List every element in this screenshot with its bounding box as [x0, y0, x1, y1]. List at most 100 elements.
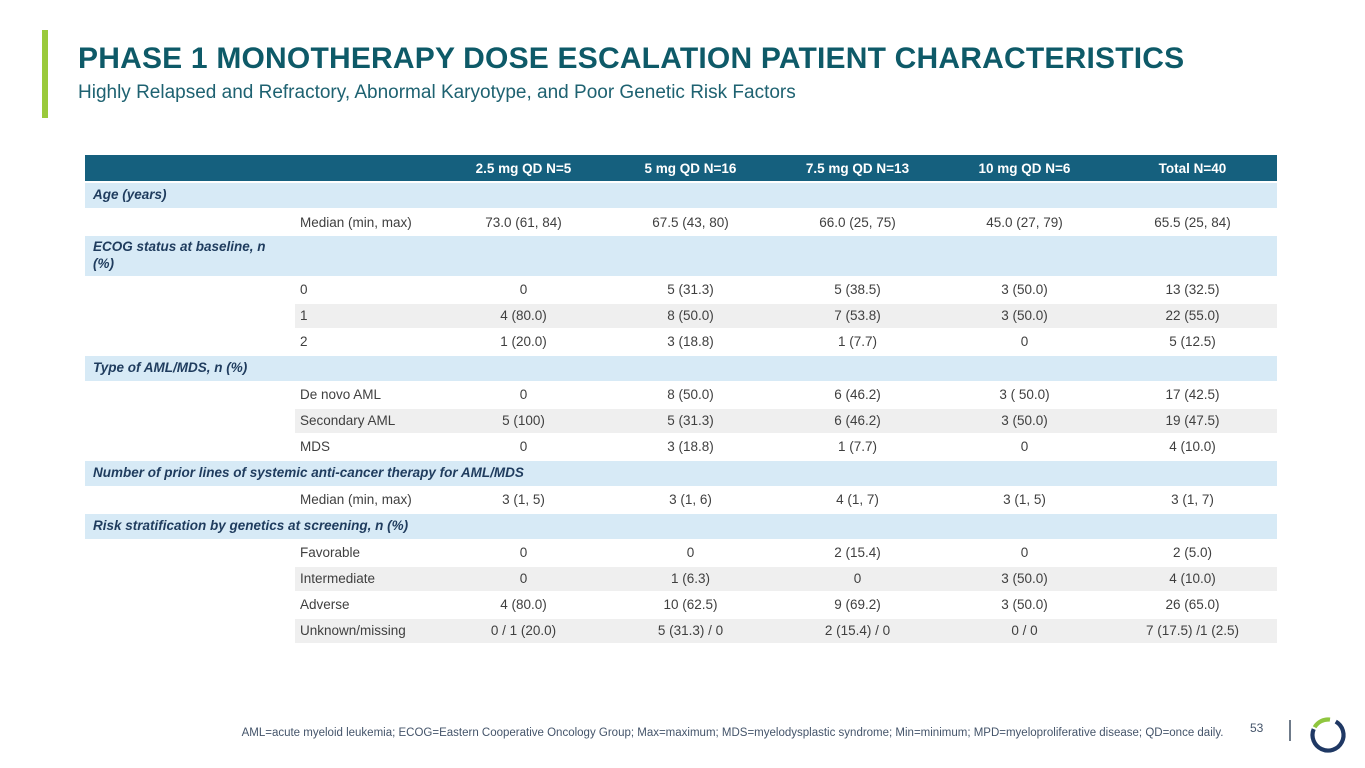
value-cell: 17 (42.5): [1108, 383, 1277, 409]
indent-cell: [85, 329, 295, 356]
value-cell: 67.5 (43, 80): [607, 210, 774, 236]
row-label-cell: 2: [295, 330, 440, 356]
value-cell: 45.0 (27, 79): [941, 210, 1108, 236]
row-label-cell: Adverse: [295, 593, 440, 619]
value-cell: 3 (1, 7): [1108, 488, 1277, 514]
value-cell: 0: [774, 566, 941, 593]
section-row: Age (years): [85, 183, 1277, 210]
indent-cell: [85, 303, 295, 330]
value-cell: 6 (46.2): [774, 408, 941, 435]
value-cell: 5 (31.3): [607, 278, 774, 304]
value-cell: 4 (10.0): [1108, 435, 1277, 461]
section-row: Type of AML/MDS, n (%): [85, 355, 1277, 383]
value-cell: 1 (7.7): [774, 330, 941, 356]
value-cell: 5 (100): [440, 408, 607, 435]
value-cell: 0 / 0: [941, 618, 1108, 645]
value-cell: 3 (18.8): [607, 435, 774, 461]
value-cell: 8 (50.0): [607, 383, 774, 409]
section-row: ECOG status at baseline, n (%): [85, 236, 1277, 278]
section-label: Number of prior lines of systemic anti-c…: [85, 460, 1277, 488]
row-label-cell: 0: [295, 278, 440, 304]
section-label: ECOG status at baseline, n (%): [85, 236, 1277, 278]
value-cell: 4 (80.0): [440, 593, 607, 619]
value-cell: 3 (50.0): [941, 408, 1108, 435]
row-label-cell: MDS: [295, 435, 440, 461]
value-cell: 0: [941, 541, 1108, 567]
value-cell: 4 (1, 7): [774, 488, 941, 514]
column-header: 7.5 mg QD N=13: [774, 155, 941, 183]
value-cell: 65.5 (25, 84): [1108, 210, 1277, 236]
table-row: Median (min, max) 73.0 (61, 84) 67.5 (43, …: [85, 210, 1277, 236]
table-header-row: 2.5 mg QD N=5 5 mg QD N=16 7.5 mg QD N=1…: [85, 155, 1277, 183]
value-cell: 3 (1, 6): [607, 488, 774, 514]
table-row: De novo AML 0 8 (50.0) 6 (46.2) 3 ( 50.0) 17 …: [85, 382, 1277, 409]
table-row: MDS 0 3 (18.8) 1 (7.7) 0 4 (10.0): [85, 434, 1277, 461]
value-cell: 22 (55.0): [1108, 303, 1277, 330]
patient-characteristics-table: 2.5 mg QD N=5 5 mg QD N=16 7.5 mg QD N=1…: [85, 155, 1277, 645]
section-label: Risk stratification by genetics at scree…: [85, 513, 1277, 541]
value-cell: 19 (47.5): [1108, 408, 1277, 435]
value-cell: 7 (17.5) /1 (2.5): [1108, 618, 1277, 645]
value-cell: 66.0 (25, 75): [774, 210, 941, 236]
value-cell: 1 (7.7): [774, 435, 941, 461]
value-cell: 4 (80.0): [440, 303, 607, 330]
value-cell: 3 ( 50.0): [941, 383, 1108, 409]
section-row: Number of prior lines of systemic anti-c…: [85, 460, 1277, 488]
abbreviations-footnote: AML=acute myeloid leukemia; ECOG=Eastern…: [241, 727, 1224, 739]
column-header: [85, 155, 295, 183]
value-cell: 5 (31.3): [607, 408, 774, 435]
page-number: 53: [1250, 721, 1264, 735]
value-cell: 0: [607, 541, 774, 567]
table-row: Favorable 0 0 2 (15.4) 0 2 (5.0): [85, 540, 1277, 567]
value-cell: 13 (32.5): [1108, 278, 1277, 304]
value-cell: 3 (1, 5): [440, 488, 607, 514]
value-cell: 8 (50.0): [607, 303, 774, 330]
value-cell: 4 (10.0): [1108, 566, 1277, 593]
table-row: Adverse 4 (80.0) 10 (62.5) 9 (69.2) 3 (50.0)…: [85, 592, 1277, 619]
value-cell: 0: [440, 435, 607, 461]
value-cell: 1 (20.0): [440, 330, 607, 356]
value-cell: 0: [440, 541, 607, 567]
value-cell: 9 (69.2): [774, 593, 941, 619]
indent-cell: [85, 566, 295, 593]
column-header: Total N=40: [1108, 155, 1277, 183]
indent-cell: [85, 487, 295, 514]
company-ring-logo: [1310, 717, 1346, 753]
section-label: Age (years): [85, 183, 1277, 210]
indent-cell: [85, 592, 295, 619]
indent-cell: [85, 382, 295, 409]
indent-cell: [85, 210, 295, 236]
column-header: 5 mg QD N=16: [607, 155, 774, 183]
value-cell: 3 (50.0): [941, 303, 1108, 330]
value-cell: 3 (1, 5): [941, 488, 1108, 514]
table-row: Median (min, max) 3 (1, 5) 3 (1, 6) 4 (1, 7…: [85, 487, 1277, 514]
row-label-cell: Median (min, max): [295, 488, 440, 514]
row-label-cell: Median (min, max): [295, 210, 440, 236]
value-cell: 73.0 (61, 84): [440, 210, 607, 236]
column-header: 10 mg QD N=6: [941, 155, 1108, 183]
table-row: Secondary AML 5 (100) 5 (31.3) 6 (46.2) 3 (5…: [85, 408, 1277, 435]
table-row: Intermediate 0 1 (6.3) 0 3 (50.0) 4 (10.0): [85, 566, 1277, 593]
row-label-cell: Intermediate: [295, 566, 440, 593]
value-cell: 10 (62.5): [607, 593, 774, 619]
value-cell: 3 (50.0): [941, 593, 1108, 619]
column-header: 2.5 mg QD N=5: [440, 155, 607, 183]
value-cell: 0: [440, 566, 607, 593]
section-label: Type of AML/MDS, n (%): [85, 355, 1277, 383]
value-cell: 0 / 1 (20.0): [440, 618, 607, 645]
indent-cell: [85, 618, 295, 645]
section-row: Risk stratification by genetics at scree…: [85, 513, 1277, 541]
footer-divider: [1289, 720, 1291, 741]
value-cell: 5 (38.5): [774, 278, 941, 304]
value-cell: 0: [941, 330, 1108, 356]
slide-title: PHASE 1 MONOTHERAPY DOSE ESCALATION PATI…: [78, 42, 1185, 75]
value-cell: 3 (18.8): [607, 330, 774, 356]
row-label-cell: Secondary AML: [295, 408, 440, 435]
indent-cell: [85, 434, 295, 461]
slide-subtitle: Highly Relapsed and Refractory, Abnormal…: [78, 82, 796, 103]
value-cell: 26 (65.0): [1108, 593, 1277, 619]
value-cell: 3 (50.0): [941, 566, 1108, 593]
